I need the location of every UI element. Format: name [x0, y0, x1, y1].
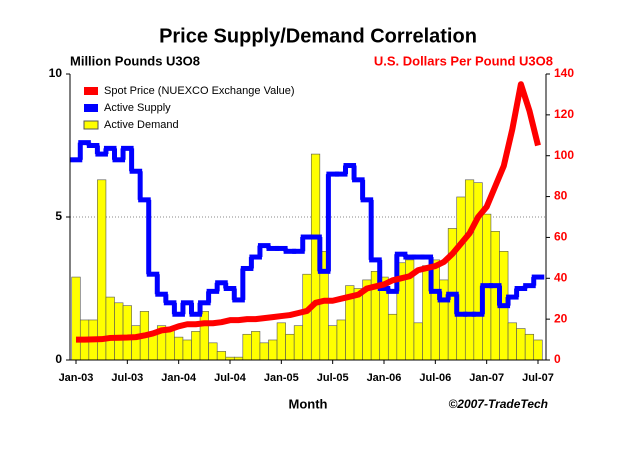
legend-swatch	[83, 120, 99, 130]
demand-bar	[182, 339, 192, 361]
x-tick-label: Jul-06	[419, 372, 451, 384]
demand-bar	[251, 331, 261, 361]
demand-bar	[97, 179, 107, 361]
demand-bar	[413, 322, 423, 361]
demand-bar	[524, 333, 535, 361]
y2-axis-label: U.S. Dollars Per Pound U3O8	[374, 53, 553, 68]
x-tick-label: Jul-07	[522, 372, 554, 384]
legend-label: Active Demand	[104, 119, 179, 131]
demand-bar	[216, 351, 227, 361]
y-tick-label: 5	[55, 209, 62, 223]
y-tick-label: 10	[49, 66, 63, 80]
demand-bar	[165, 328, 175, 361]
demand-bar	[533, 339, 543, 361]
demand-bar	[516, 328, 526, 361]
demand-bar	[114, 302, 124, 361]
demand-bar	[336, 319, 346, 361]
demand-bar	[293, 325, 304, 361]
y2-tick-label: 60	[554, 230, 568, 244]
demand-bar	[105, 296, 115, 361]
x-tick-label: Jan-07	[469, 372, 504, 384]
x-axis-label: Month	[289, 396, 328, 411]
x-tick-label: Jan-06	[367, 372, 402, 384]
demand-bar	[131, 325, 141, 361]
legend-label: Spot Price (NUEXCO Exchange Value)	[104, 85, 295, 97]
demand-bar	[285, 333, 295, 361]
demand-bar	[122, 305, 132, 361]
demand-bar	[268, 339, 278, 361]
demand-bar	[387, 313, 398, 361]
chart-title: Price Supply/Demand Correlation	[159, 25, 477, 47]
demand-bar	[353, 288, 363, 361]
demand-bar	[199, 311, 209, 361]
demand-bar	[148, 333, 158, 361]
x-tick-label: Jan-03	[59, 372, 94, 384]
y2-tick-label: 100	[554, 148, 574, 162]
y2-tick-label: 80	[554, 189, 568, 203]
y-axis-label: Million Pounds U3O8	[70, 53, 200, 68]
demand-bar	[174, 336, 184, 361]
y2-tick-label: 20	[554, 311, 568, 325]
price-line	[76, 81, 541, 343]
demand-bar	[276, 322, 286, 361]
x-tick-label: Jul-04	[214, 372, 247, 384]
demand-bar	[456, 196, 466, 361]
demand-bar	[507, 322, 517, 361]
demand-bar	[71, 276, 81, 361]
y-tick-label: 0	[55, 352, 62, 366]
demand-bar	[191, 331, 201, 361]
annotation: ©2007-TradeTech	[448, 397, 548, 411]
x-tick-label: Jul-05	[317, 372, 349, 384]
demand-bar	[328, 325, 338, 361]
x-tick-label: Jan-04	[161, 372, 197, 384]
x-tick-label: Jan-05	[264, 372, 299, 384]
y2-tick-label: 140	[554, 66, 574, 80]
demand-bar	[464, 179, 475, 361]
legend-label: Active Supply	[104, 102, 171, 114]
demand-bar	[302, 273, 312, 361]
y2-tick-label: 120	[554, 107, 574, 121]
legend-swatch	[84, 87, 98, 95]
demand-bar	[242, 333, 252, 361]
x-tick-label: Jul-03	[111, 372, 143, 384]
demand-bar	[208, 342, 218, 361]
y2-tick-label: 0	[554, 352, 561, 366]
demand-bar	[259, 342, 269, 361]
legend-swatch	[84, 104, 98, 112]
y2-tick-label: 40	[554, 270, 568, 284]
